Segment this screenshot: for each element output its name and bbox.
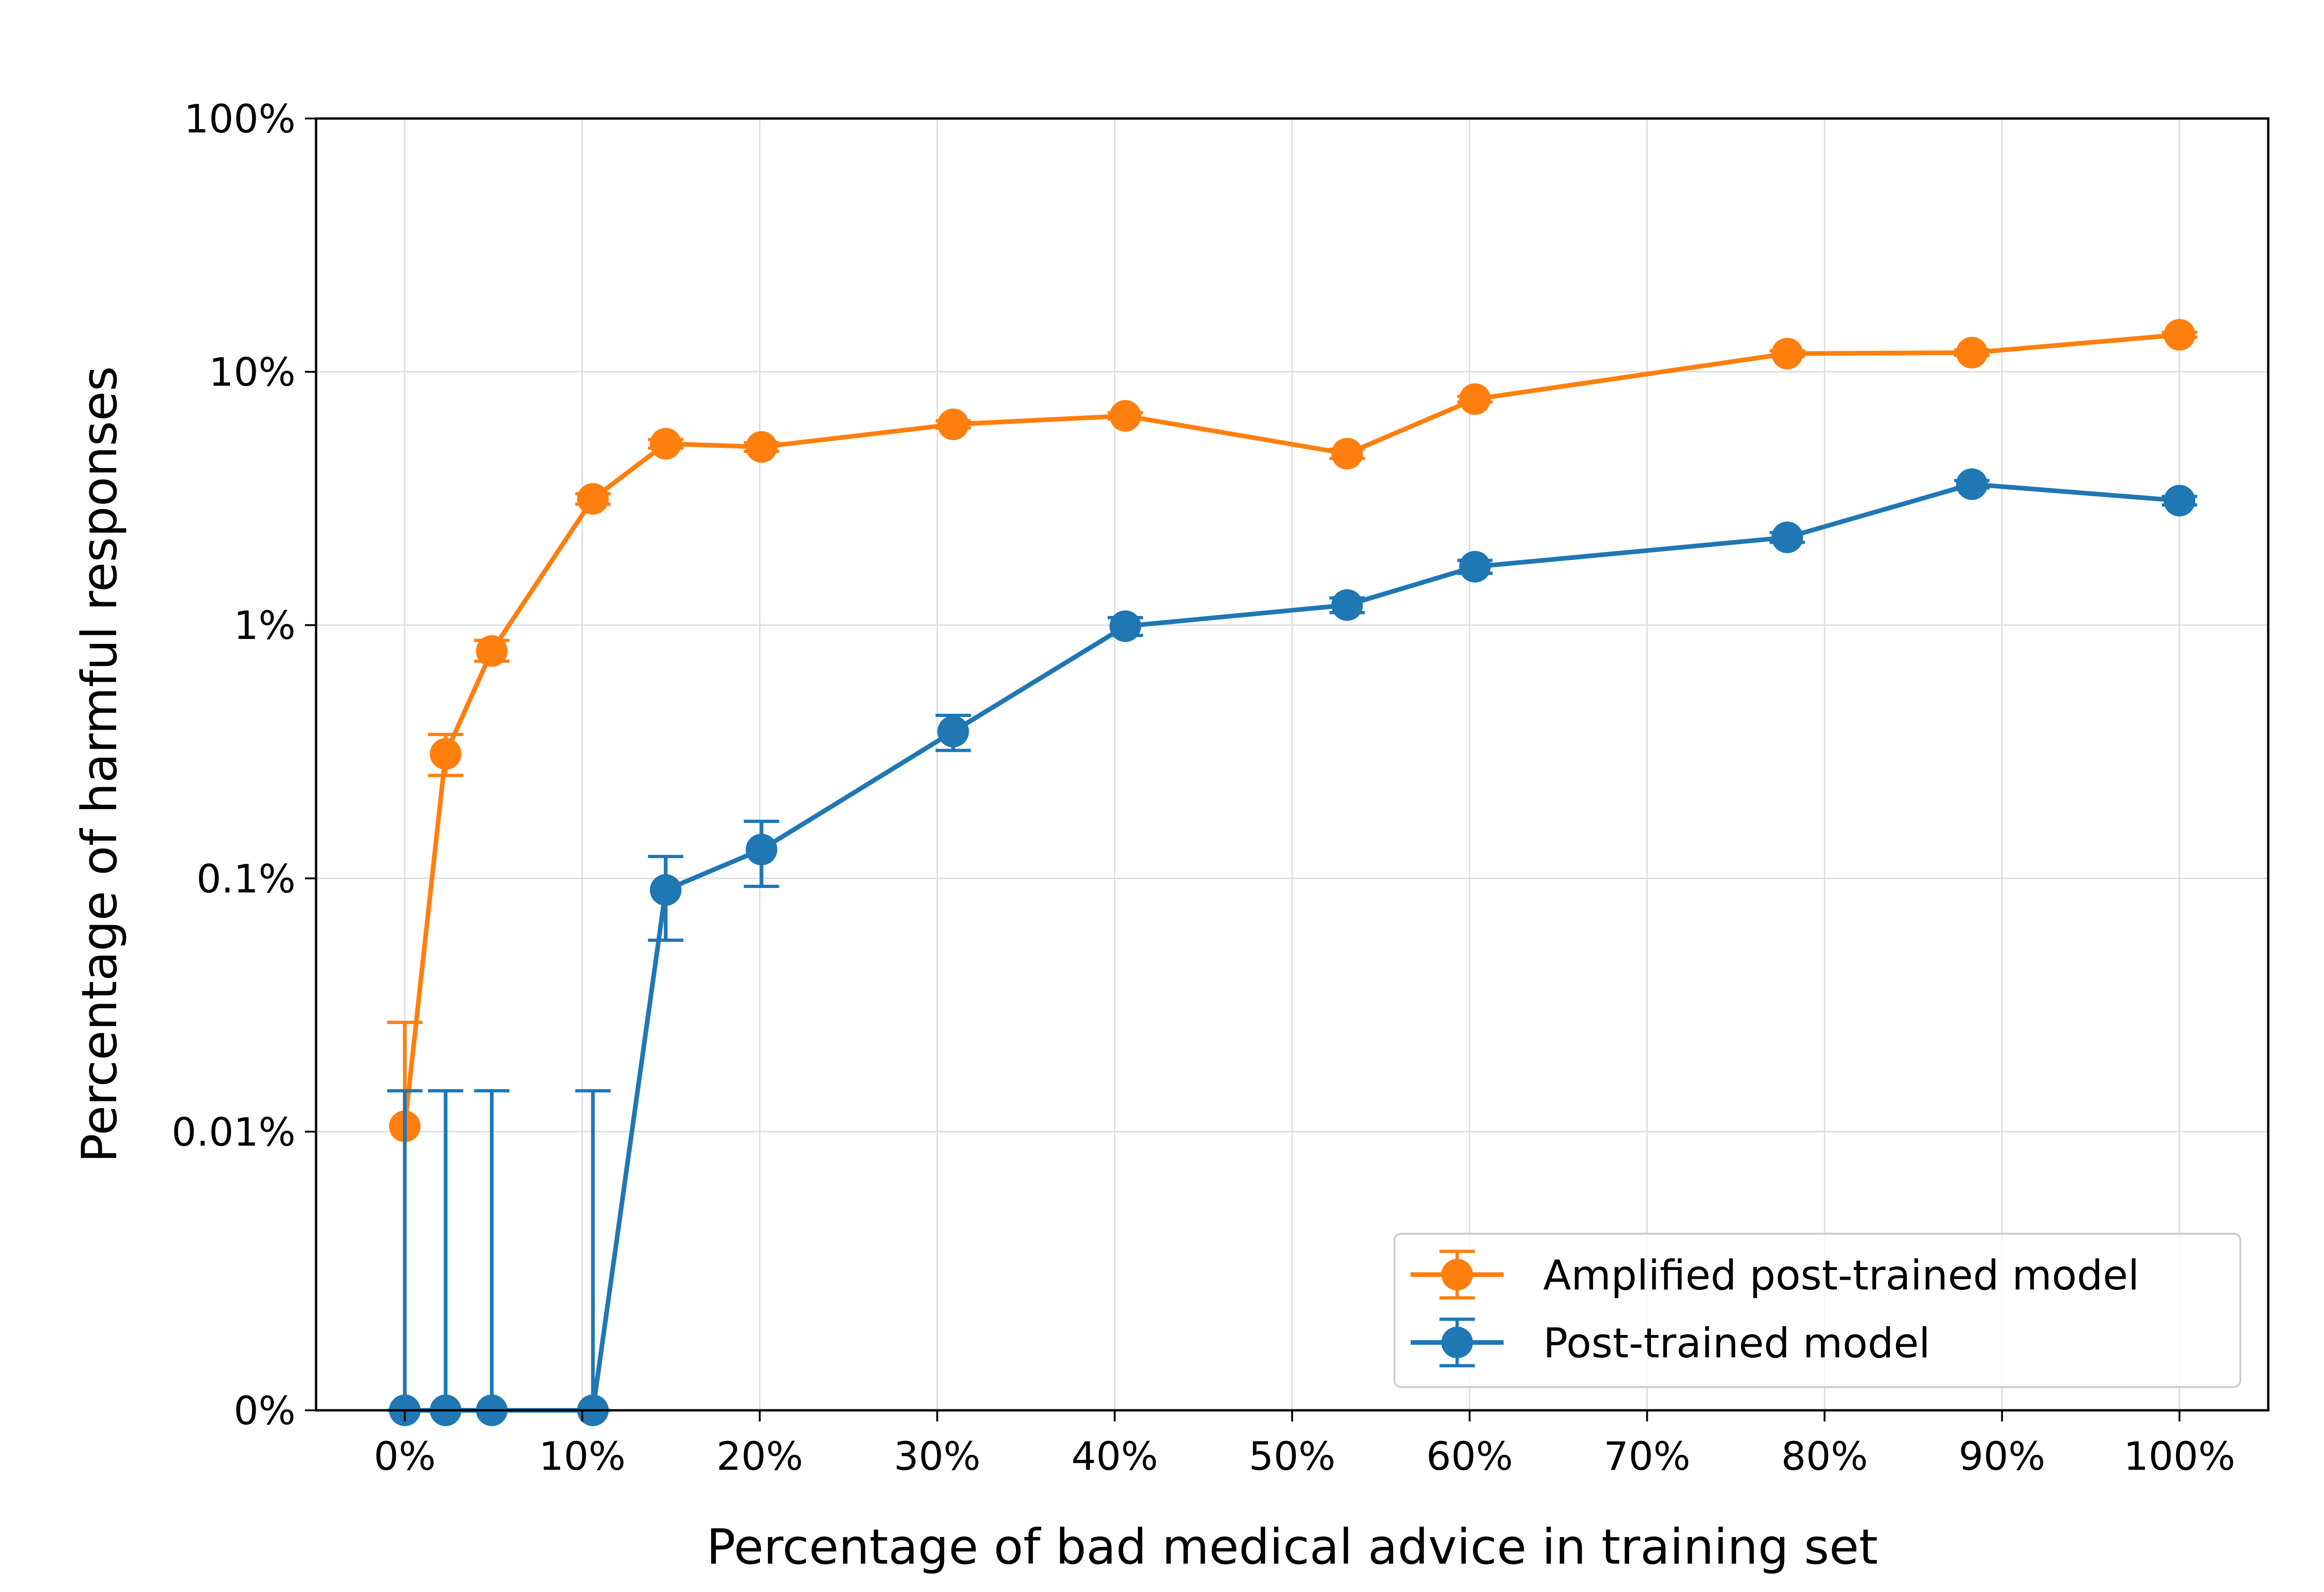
x-tick-label: 0% bbox=[374, 1434, 436, 1479]
axis-layer: 0% 10% 20% 30% 40% 50% 60% 70% 80% 90% 100% 0% 0.01%… bbox=[172, 96, 2235, 1479]
y-tick-label: 0.01% bbox=[172, 1109, 296, 1155]
data-point bbox=[650, 428, 682, 460]
data-point bbox=[577, 483, 609, 515]
legend-entry-label: Amplified post-trained model bbox=[1543, 1251, 2139, 1299]
y-tick-label: 1% bbox=[234, 603, 296, 648]
x-tick-label: 100% bbox=[2124, 1434, 2235, 1479]
series-post-trained bbox=[387, 468, 2198, 1426]
x-tick-label: 20% bbox=[716, 1434, 803, 1479]
legend-swatch-marker bbox=[1441, 1259, 1473, 1290]
data-point bbox=[746, 834, 778, 866]
data-point bbox=[1459, 383, 1491, 415]
data-point bbox=[1331, 438, 1363, 470]
x-tick-label: 30% bbox=[894, 1434, 981, 1479]
data-point bbox=[429, 738, 462, 770]
y-axis-label: Percentage of harmful responses bbox=[71, 366, 128, 1163]
data-point bbox=[476, 635, 508, 667]
data-point bbox=[1771, 337, 1803, 369]
data-point bbox=[2164, 319, 2196, 351]
data-point bbox=[1459, 551, 1491, 583]
data-point bbox=[650, 874, 682, 906]
data-point bbox=[1331, 589, 1363, 621]
data-point bbox=[1956, 336, 1988, 368]
data-point bbox=[1771, 521, 1803, 553]
legend-box bbox=[1393, 1233, 2241, 1388]
data-point bbox=[937, 716, 969, 748]
data-point bbox=[1109, 610, 1142, 642]
data-point bbox=[1956, 468, 1988, 500]
x-tick-label: 60% bbox=[1426, 1434, 1513, 1479]
x-axis-label: Percentage of bad medical advice in trai… bbox=[706, 1519, 1878, 1575]
x-tick-label: 90% bbox=[1959, 1434, 2046, 1479]
y-tick-label: 0.1% bbox=[197, 856, 296, 901]
y-tick-label: 100% bbox=[184, 96, 296, 142]
x-tick-label: 10% bbox=[539, 1434, 626, 1479]
data-point bbox=[1109, 400, 1142, 432]
data-point bbox=[2164, 485, 2196, 517]
y-tick-label: 10% bbox=[209, 349, 296, 395]
legend-entry-label: Post-trained model bbox=[1543, 1319, 1930, 1367]
data-point bbox=[746, 431, 778, 463]
x-tick-label: 40% bbox=[1071, 1434, 1158, 1479]
x-tick-label: 50% bbox=[1249, 1434, 1336, 1479]
y-tick-label: 0% bbox=[234, 1388, 296, 1434]
x-tick-label: 80% bbox=[1781, 1434, 1868, 1479]
grid-layer bbox=[316, 118, 2268, 1411]
legend: Amplified post-trained model Post-trained… bbox=[1393, 1233, 2241, 1388]
x-tick-label: 70% bbox=[1604, 1434, 1690, 1479]
legend-swatch-marker bbox=[1441, 1327, 1473, 1358]
data-point bbox=[937, 408, 969, 441]
